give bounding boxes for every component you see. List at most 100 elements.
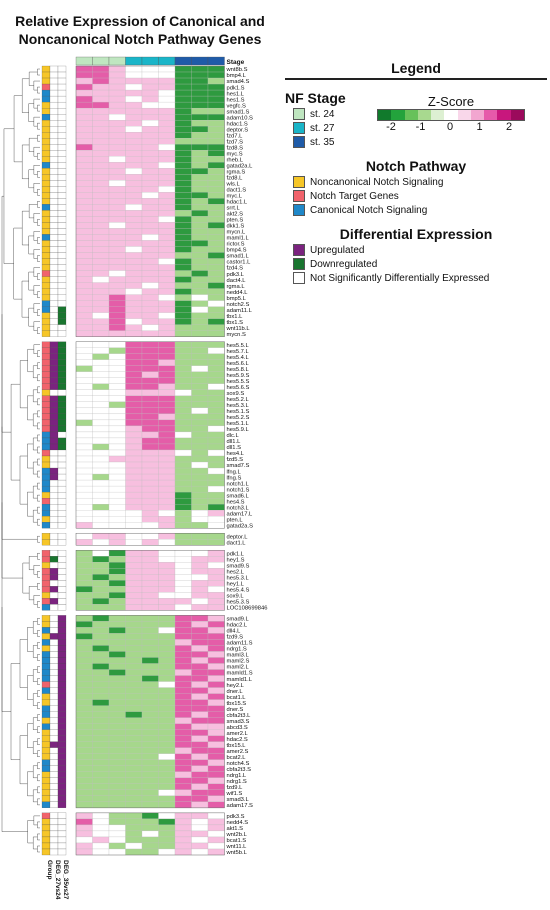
heatmap-cell — [125, 645, 143, 652]
heatmap-cell — [207, 407, 225, 415]
heatmap-cell — [92, 306, 110, 313]
heatmap-cell — [108, 747, 126, 754]
deg-35vs27-cell — [57, 836, 67, 844]
heatmap-cell — [125, 550, 143, 557]
heatmap-cell — [191, 550, 209, 557]
heatmap-cell — [92, 413, 110, 421]
heatmap-cell — [108, 168, 126, 175]
heatmap-cell — [108, 138, 126, 145]
deg-35vs27-cell — [57, 168, 67, 175]
heatmap-cell — [141, 735, 159, 742]
heatmap-cell — [191, 425, 209, 433]
dendrogram-branch — [37, 446, 40, 454]
heatmap-cell — [92, 497, 110, 505]
heatmap-cell — [174, 222, 192, 229]
heatmap-cell — [191, 568, 209, 575]
heatmap-cell — [158, 407, 176, 415]
deg-35vs27-cell — [57, 473, 67, 481]
heatmap-cell — [125, 65, 143, 73]
heatmap-cell — [207, 473, 225, 481]
heatmap-cell — [158, 312, 176, 319]
heatmap-cell — [158, 258, 176, 265]
heatmap-cell — [141, 651, 159, 658]
dendrogram-branch — [37, 536, 40, 543]
heatmap-cell — [125, 359, 143, 366]
heatmap-cell — [125, 258, 143, 265]
heatmap-cell — [158, 318, 176, 325]
heatmap-cell — [158, 705, 176, 712]
deg-27vs24-cell — [49, 735, 59, 742]
heatmap-cell — [125, 431, 143, 439]
heatmap-cell — [191, 312, 209, 319]
heatmap-cell — [141, 621, 159, 628]
heatmap-cell — [75, 824, 93, 832]
deg-35vs27-cell — [57, 812, 67, 820]
heatmap-cell — [75, 222, 93, 229]
heatmap-cell — [125, 812, 143, 820]
heatmap-cell — [108, 550, 126, 557]
heatmap-cell — [108, 539, 126, 546]
heatmap-cell — [141, 401, 159, 409]
heatmap-cell — [174, 77, 192, 85]
heatmap-cell — [108, 645, 126, 652]
heatmap-cell — [125, 747, 143, 754]
heatmap-cell — [174, 401, 192, 409]
heatmap-cell — [92, 645, 110, 652]
heatmap-cell — [174, 71, 192, 79]
dendrogram-branch — [22, 562, 30, 594]
heatmap-cell — [158, 89, 176, 97]
deg-35vs27-cell — [57, 186, 67, 193]
heatmap-cell — [174, 306, 192, 313]
deg-27vs24-cell — [49, 246, 59, 253]
gene-label: srrt.L — [227, 206, 241, 212]
deg-35vs27-cell — [57, 77, 67, 85]
heatmap-cell — [92, 324, 110, 331]
gene-label: hes5.5.L — [227, 343, 250, 349]
heatmap-cell — [174, 753, 192, 760]
heatmap-cell — [141, 592, 159, 599]
heatmap-cell — [174, 621, 192, 628]
heatmap-cell — [92, 516, 110, 523]
deg-35vs27-cell — [57, 347, 67, 354]
heatmap-cell — [75, 449, 93, 457]
heatmap-cell — [75, 562, 93, 569]
deg-35vs27-cell — [57, 633, 67, 640]
heatmap-cell — [141, 795, 159, 802]
gene-label: dner.S — [227, 707, 244, 713]
heatmap-cell — [141, 330, 159, 337]
dendrogram-branch — [37, 750, 40, 757]
heatmap-cell — [207, 204, 225, 211]
deg-27vs24-cell — [49, 789, 59, 796]
dendrogram-branch — [37, 798, 40, 806]
heatmap-cell — [158, 497, 176, 505]
heatmap-cell — [75, 150, 93, 157]
heatmap-cell — [75, 627, 93, 634]
dendrogram-branch — [37, 642, 40, 649]
heatmap-cell — [191, 586, 209, 593]
heatmap-cell — [207, 162, 225, 169]
heatmap-cell — [125, 216, 143, 223]
group-cell — [41, 359, 51, 366]
group-cell — [41, 258, 51, 265]
deg-35vs27-cell — [57, 270, 67, 277]
heatmap-cell — [125, 198, 143, 205]
heatmap-cell — [158, 198, 176, 205]
heatmap-cell — [174, 562, 192, 569]
heatmap-cell — [108, 562, 126, 569]
heatmap-cell — [92, 341, 110, 348]
heatmap-cell — [207, 516, 225, 523]
heatmap-cell — [207, 830, 225, 838]
group-cell — [41, 485, 51, 493]
deg-27vs24-cell — [49, 270, 59, 277]
heatmap-cell — [191, 162, 209, 169]
gene-label: maml3.L — [227, 653, 250, 659]
heatmap-cell — [141, 383, 159, 390]
heatmap-cell — [125, 818, 143, 826]
heatmap-cell — [207, 801, 225, 809]
deg-35vs27-cell — [57, 276, 67, 283]
dendrogram-branch — [37, 506, 40, 514]
heatmap-cell — [92, 347, 110, 354]
heatmap-cell — [108, 270, 126, 277]
heatmap-cell — [174, 657, 192, 664]
legend-label: st. 27 — [310, 122, 335, 134]
